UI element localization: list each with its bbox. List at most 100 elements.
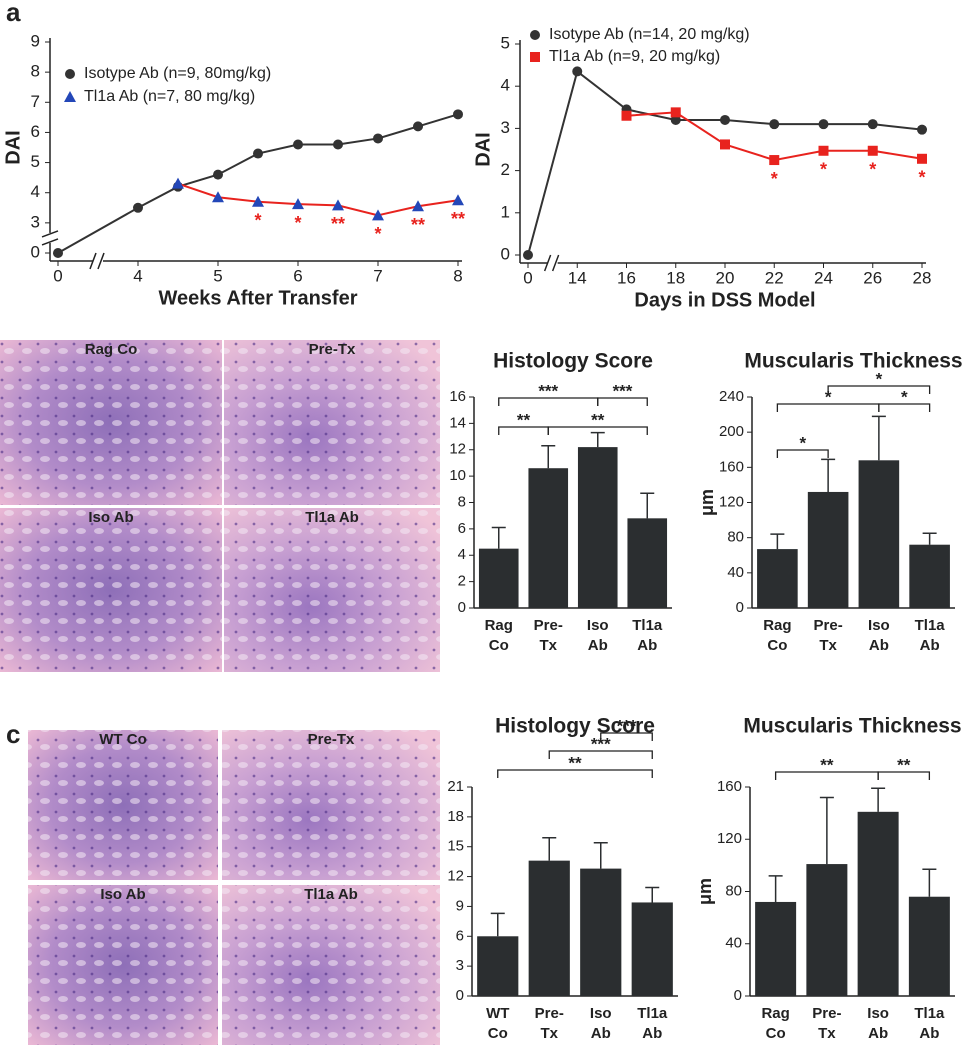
y-tick-label: 1 <box>501 202 510 221</box>
y-tick-label: 3 <box>456 957 464 974</box>
y-tick-label: 8 <box>458 493 466 510</box>
x-tick-label: Ab <box>591 1025 611 1042</box>
marker <box>293 139 303 150</box>
significance-bracket <box>547 426 648 435</box>
x-tick-label: Co <box>488 1025 508 1042</box>
bar <box>580 868 622 996</box>
bar-chart: Muscularis Thickness 0 40 80 120 160 μm Rag Co Pr… <box>695 715 962 1042</box>
y-tick-label: 6 <box>456 927 464 944</box>
axis-break <box>543 254 552 272</box>
error-bar <box>768 875 783 902</box>
significance-bracket <box>497 769 653 778</box>
x-tick-label: Ab <box>868 1025 888 1042</box>
y-tick-label: 12 <box>447 868 464 885</box>
x-tick-label: Iso <box>868 617 890 634</box>
line-chart: 0 4 5 6 7 8 0 3 4 5 6 7 8 9 Weeks After Transfer DAI Iso… <box>2 31 465 309</box>
x-tick-label: Iso <box>587 617 609 634</box>
x-tick-label: 0 <box>53 266 62 285</box>
y-tick-label: 10 <box>449 467 466 484</box>
axis-break-gap <box>93 258 103 264</box>
marker <box>172 177 184 189</box>
error-bar <box>819 796 834 865</box>
micrograph-label: Iso Ab <box>100 886 145 903</box>
y-tick-label: 80 <box>727 529 744 546</box>
y-tick-label: 14 <box>449 414 466 431</box>
y-tick-label: 0 <box>734 987 742 1004</box>
axis-break <box>89 252 97 270</box>
error-bar <box>821 458 836 492</box>
marker <box>917 153 927 164</box>
x-tick-label: 26 <box>863 268 882 287</box>
error-bar <box>770 533 785 550</box>
marker <box>53 248 63 258</box>
y-tick-label: 2 <box>458 573 466 590</box>
bar-chart: Muscularis Thickness 0 40 80 120 160 200 240 μm R… <box>697 350 963 654</box>
significance: ** <box>897 755 911 774</box>
x-tick-label: Rag <box>761 1005 789 1022</box>
marker <box>133 202 143 213</box>
marker <box>867 119 878 130</box>
error-bar <box>922 868 937 897</box>
significance: ** <box>331 214 345 234</box>
x-tick-label: Ab <box>642 1025 662 1042</box>
y-tick-label: 6 <box>31 122 40 141</box>
y-axis-label: μm <box>697 489 717 516</box>
y-tick-label: 7 <box>31 92 40 111</box>
bar <box>627 518 668 608</box>
significance-bracket <box>597 397 648 406</box>
micrograph-texture <box>224 340 440 505</box>
x-tick-label: 18 <box>666 268 685 287</box>
micrograph: Iso Ab <box>28 885 218 1045</box>
x-tick-label: Co <box>489 637 509 654</box>
bar <box>857 811 899 996</box>
bar <box>909 544 950 608</box>
x-tick-label: 0 <box>523 268 532 287</box>
y-tick-label: 0 <box>501 244 510 263</box>
line-chart: 0 14 16 18 20 22 24 26 28 0 1 2 3 4 5 Days in DSS Model… <box>472 26 931 311</box>
x-tick-label: Iso <box>590 1005 612 1022</box>
x-tick-label: 20 <box>716 268 735 287</box>
micrograph-texture <box>28 730 218 880</box>
marker <box>413 121 423 132</box>
axis-break <box>551 254 560 272</box>
y-tick-label: 16 <box>449 388 466 405</box>
x-tick-label: Ab <box>869 637 889 654</box>
x-tick-label: 14 <box>568 268 587 287</box>
micrograph-label: Rag Co <box>85 341 138 358</box>
x-tick-label: Tx <box>819 637 837 654</box>
significance: * <box>901 387 908 406</box>
error-bar <box>922 532 937 545</box>
bar <box>806 864 848 996</box>
legend-marker <box>530 30 540 40</box>
significance: ** <box>568 753 582 772</box>
micrograph: WT Co <box>28 730 218 880</box>
axis-break <box>41 230 59 238</box>
y-tick-label: 40 <box>727 564 744 581</box>
x-tick-label: Tl1a <box>632 617 663 634</box>
x-tick-label: Ab <box>637 637 657 654</box>
x-tick-label: 24 <box>814 268 833 287</box>
y-tick-label: 5 <box>31 152 40 171</box>
x-tick-label: 7 <box>373 266 382 285</box>
micrograph-texture <box>222 730 440 880</box>
legend-marker <box>530 52 540 62</box>
x-tick-label: Ab <box>588 637 608 654</box>
marker <box>213 169 223 180</box>
series-line <box>177 182 459 217</box>
bar-chart: Histology Score 0 2 4 6 8 10 12 14 16 Rag Co Pre- Tx I… <box>449 350 672 654</box>
x-tick-label: Tx <box>818 1025 836 1042</box>
marker <box>333 139 343 150</box>
significance: * <box>374 224 381 244</box>
significance: ** <box>820 755 834 774</box>
y-tick-label: 80 <box>725 882 742 899</box>
marker <box>720 114 730 125</box>
significance: *** <box>591 734 611 753</box>
micrograph-label: Tl1a Ab <box>305 509 359 526</box>
axis-break-gap <box>47 232 53 243</box>
micrograph: Pre-Tx <box>222 730 440 880</box>
x-tick-label: Ab <box>920 637 940 654</box>
micrograph: Tl1a Ab <box>224 508 440 672</box>
bar-chart: Histology Score 0 3 6 9 12 15 18 21 WT Co Pre- Tx Iso… <box>447 715 678 1042</box>
